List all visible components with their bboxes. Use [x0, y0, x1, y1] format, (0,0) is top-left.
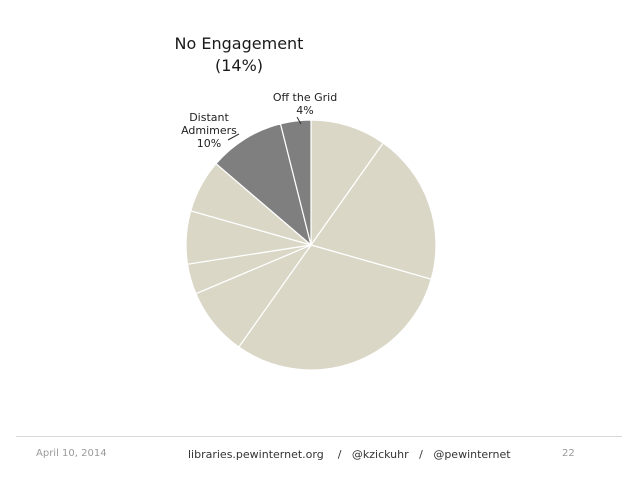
label-off-the-grid: Off the Grid 4%	[268, 91, 342, 117]
footer-date: April 10, 2014	[36, 448, 107, 459]
distant-leader-line	[227, 133, 240, 141]
chart-title-line1: No Engagement	[174, 34, 304, 53]
chart-title-line2: (14%)	[214, 56, 264, 75]
label-distant-line2: Admimers	[181, 124, 237, 137]
pie-slice-9	[279, 119, 312, 246]
label-off-the-grid-name: Off the Grid	[272, 91, 338, 104]
footer-page-number: 22	[562, 448, 575, 459]
label-off-the-grid-pct: 4%	[296, 104, 314, 117]
pie-slice-2	[310, 142, 437, 280]
label-distant-pct: 10%	[196, 137, 222, 150]
label-distant-admimers: Distant Admimers 10%	[174, 111, 244, 150]
pie-slice-1	[310, 119, 385, 247]
label-distant-line1: Distant	[189, 111, 229, 124]
footer-divider	[16, 436, 622, 437]
pie-slices	[185, 119, 437, 371]
offgrid-leader-line	[296, 116, 302, 125]
pie-slice-3	[237, 244, 432, 371]
pie-slice-8	[215, 123, 313, 247]
chart-title: No Engagement (14%)	[160, 33, 318, 77]
footer-credits: libraries.pewinternet.org / @kzickuhr / …	[188, 448, 511, 461]
